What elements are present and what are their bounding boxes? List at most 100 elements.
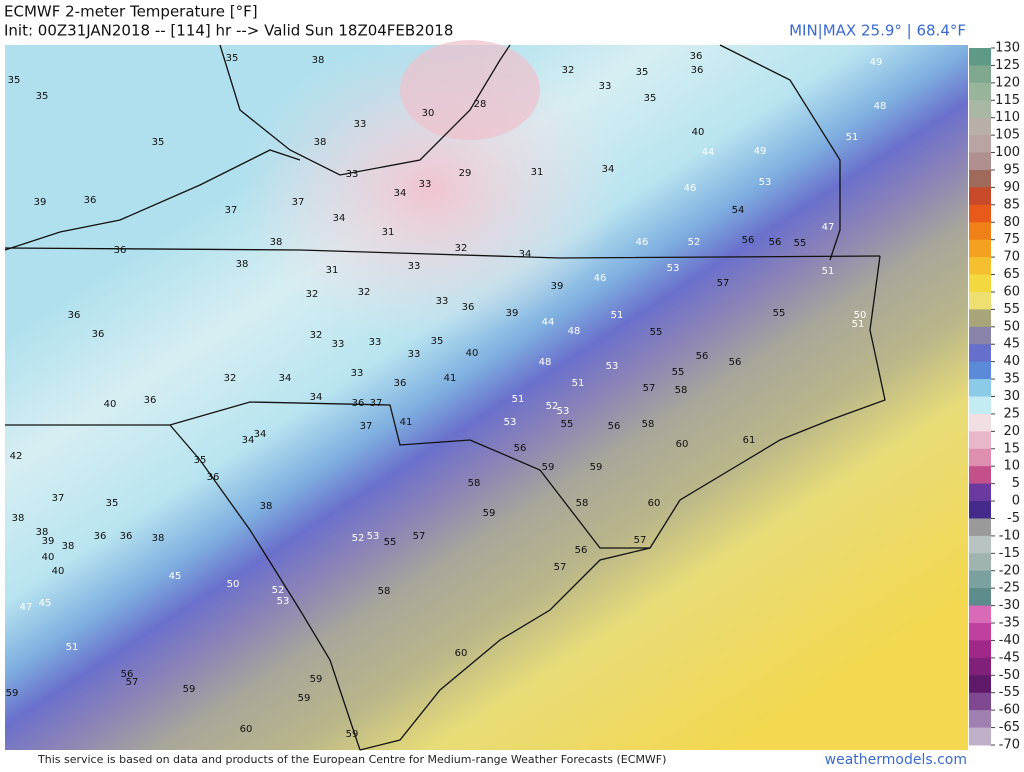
colorbar-label: 105: [995, 128, 1020, 143]
station-temp: 55: [794, 238, 807, 249]
station-temp: 61: [743, 435, 756, 446]
station-temp: 57: [634, 535, 647, 546]
colorbar-label: 45: [1003, 337, 1020, 352]
colorbar-bin: [969, 361, 991, 380]
station-temp: 35: [152, 137, 165, 148]
station-temp: 40: [42, 552, 55, 563]
colorbar-bin: [969, 309, 991, 328]
station-temp: 33: [354, 119, 367, 130]
station-temp: 40: [692, 127, 705, 138]
station-temp: 56: [121, 669, 134, 680]
station-temp: 38: [62, 541, 75, 552]
colorbar-bin: [969, 396, 991, 415]
colorbar-bin: [969, 570, 991, 589]
station-temp: 38: [270, 237, 283, 248]
station-temp: 46: [594, 273, 607, 284]
station-temp: 57: [126, 677, 139, 688]
colorbar-bin: [969, 291, 991, 310]
station-temp: 42: [10, 451, 23, 462]
station-temp: 34: [242, 435, 255, 446]
map-subtitle: Init: 00Z31JAN2018 -- [114] hr --> Valid…: [4, 22, 453, 40]
station-temp: 56: [575, 545, 588, 556]
station-temp: 32: [455, 243, 468, 254]
min-max: MIN|MAX 25.9° | 68.4°F: [789, 22, 966, 40]
colorbar-label: 5: [1012, 476, 1020, 491]
station-temp: 38: [312, 55, 325, 66]
station-temp: 48: [568, 326, 581, 337]
station-temp: 40: [104, 399, 117, 410]
station-temp: 37: [52, 493, 65, 504]
colorbar-bin: [969, 727, 991, 746]
colorbar-bin: [969, 187, 991, 206]
station-temp: 35: [8, 75, 21, 86]
station-temp: 57: [717, 278, 730, 289]
colorbar-label: 25: [1003, 406, 1020, 421]
station-temp: 34: [394, 188, 407, 199]
station-temp: 35: [194, 455, 207, 466]
station-temp: 36: [691, 65, 704, 76]
station-temp: 60: [240, 724, 253, 735]
colorbar-bin: [969, 466, 991, 485]
colorbar-label: 90: [1003, 180, 1020, 195]
station-temp: 57: [643, 383, 656, 394]
station-temp: 32: [310, 330, 323, 341]
station-temp: 35: [636, 67, 649, 78]
colorbar-bin: [969, 692, 991, 711]
colorbar-label: 15: [1003, 441, 1020, 456]
station-temp: 55: [672, 367, 685, 378]
colorbar-bin: [969, 239, 991, 258]
station-temp: 38: [36, 527, 49, 538]
station-temp: 56: [696, 351, 709, 362]
colorbar-label: -65: [999, 720, 1020, 735]
station-temp: 55: [650, 327, 663, 338]
station-temp: 38: [236, 259, 249, 270]
colorbar-bin: [969, 535, 991, 554]
colorbar-label: 110: [995, 110, 1020, 125]
colorbar-label: -35: [999, 616, 1020, 631]
colorbar-label: 100: [995, 145, 1020, 160]
station-temp: 39: [42, 536, 55, 547]
colorbar-bin: [969, 588, 991, 607]
station-temp: 30: [422, 108, 435, 119]
colorbar-label: 35: [1003, 372, 1020, 387]
station-temp: 31: [531, 167, 544, 178]
colorbar-bin: [969, 605, 991, 624]
station-temp: 39: [34, 197, 47, 208]
colorbar-label: 60: [1003, 284, 1020, 299]
station-temp: 40: [52, 566, 65, 577]
colorbar-bin: [969, 274, 991, 293]
station-temp: 55: [773, 308, 786, 319]
colorbar-label: 50: [1003, 319, 1020, 334]
station-temp: 58: [378, 586, 391, 597]
station-temp: 39: [551, 281, 564, 292]
station-temp: 33: [346, 169, 359, 180]
colorbar-bin: [969, 379, 991, 397]
station-temp: 53: [367, 531, 380, 542]
colorbar-label: -10: [999, 528, 1020, 543]
colorbar-label: 30: [1003, 389, 1020, 404]
station-temp: 36: [352, 398, 365, 409]
station-temp: 53: [557, 406, 570, 417]
station-temp: 60: [676, 439, 689, 450]
station-temp: 60: [648, 498, 661, 509]
station-temp: 52: [352, 533, 365, 544]
station-temp: 50: [854, 310, 867, 321]
station-temp: 44: [702, 147, 715, 158]
station-temp: 51: [846, 132, 859, 143]
colorbar-label: -55: [999, 685, 1020, 700]
station-temp: 56: [742, 235, 755, 246]
colorbar-bin: [969, 82, 991, 101]
colorbar-label: 40: [1003, 354, 1020, 369]
colorbar-label: 115: [995, 93, 1020, 108]
station-temp: 34: [519, 249, 532, 260]
station-temp: 53: [667, 263, 680, 274]
station-temp: 37: [370, 398, 383, 409]
station-temp: 36: [207, 472, 220, 483]
station-temp: 36: [144, 395, 157, 406]
station-temp: 38: [260, 501, 273, 512]
colorbar-label: -5: [1007, 511, 1020, 526]
station-temp: 28: [474, 99, 487, 110]
station-temp: 56: [608, 421, 621, 432]
